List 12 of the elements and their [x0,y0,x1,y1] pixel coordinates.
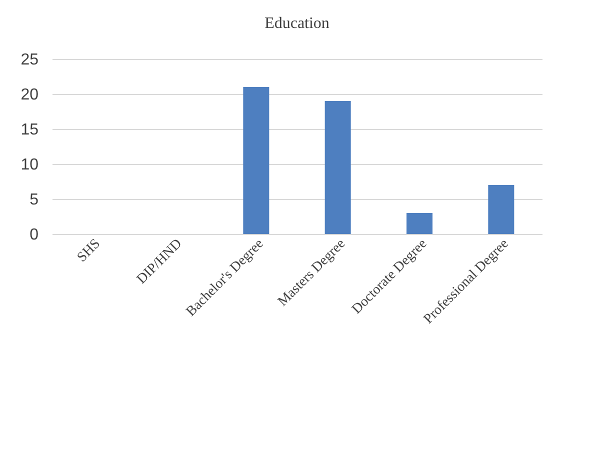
bar [488,185,514,234]
y-tick-label: 15 [20,122,39,138]
x-tick-label: SHS [74,236,104,266]
bar [324,101,351,234]
y-tick-label: 10 [20,156,39,174]
y-tick-label: 25 [20,52,39,68]
chart-title: Education [264,15,330,32]
bar [243,87,270,234]
y-tick-label: 5 [30,192,39,208]
y-tick-label: 20 [20,86,39,104]
bar [406,213,432,234]
y-tick-label: 0 [30,226,39,244]
